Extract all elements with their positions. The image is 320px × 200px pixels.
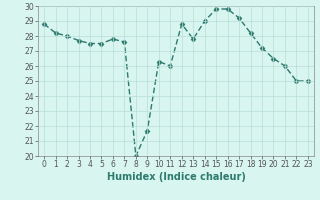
X-axis label: Humidex (Indice chaleur): Humidex (Indice chaleur) bbox=[107, 172, 245, 182]
